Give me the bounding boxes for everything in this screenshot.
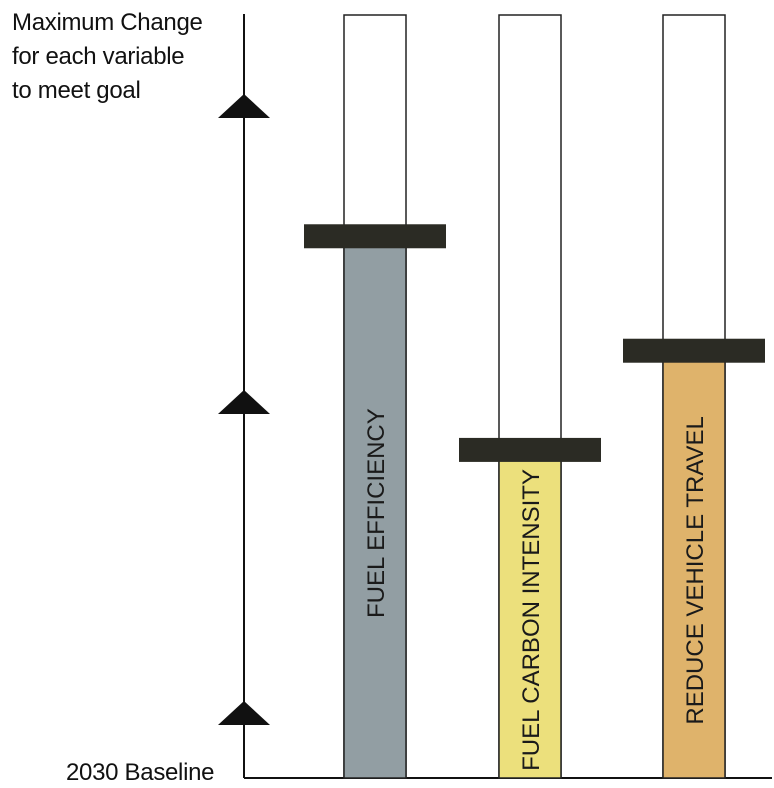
bar-fill	[662, 349, 726, 779]
bar-category-label: FUEL CARBON INTENSITY	[518, 469, 545, 771]
bar-level-marker	[623, 338, 765, 363]
bar-fill	[343, 235, 407, 779]
bar-category-label: FUEL EFFICIENCY	[363, 408, 390, 618]
bar-level-marker	[459, 437, 601, 462]
up-arrow-icon	[218, 701, 270, 725]
bar-category-label: REDUCE VEHICLE TRAVEL	[682, 416, 709, 725]
bar-level-marker	[304, 224, 446, 249]
baseline-label: 2030 Baseline	[66, 759, 215, 786]
up-arrow-icon	[218, 94, 270, 118]
top-axis-label: Maximum Change for each variable to meet…	[12, 9, 203, 104]
bar-fill	[498, 449, 562, 779]
up-arrow-icon	[218, 390, 270, 414]
